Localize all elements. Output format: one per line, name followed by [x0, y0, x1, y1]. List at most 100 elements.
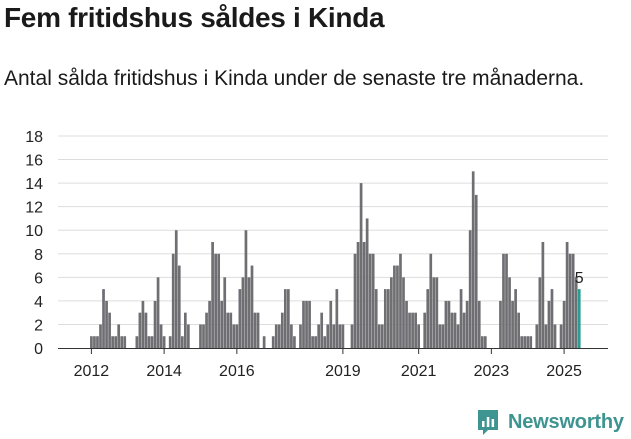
bar	[187, 324, 190, 348]
bar	[162, 336, 166, 348]
bar	[450, 312, 454, 348]
bar	[368, 253, 372, 348]
bar	[199, 324, 202, 348]
bar	[441, 324, 445, 348]
bar	[244, 230, 248, 348]
bar	[96, 336, 99, 348]
bar	[332, 324, 336, 348]
bar	[99, 324, 102, 348]
bar	[508, 277, 511, 348]
y-tick-label: 4	[34, 294, 43, 311]
bar	[559, 324, 563, 348]
bar	[247, 277, 251, 348]
y-tick-label: 10	[25, 223, 43, 240]
bar	[535, 324, 539, 348]
bar	[211, 242, 214, 348]
bar	[108, 312, 111, 348]
bar	[114, 336, 117, 348]
bar	[377, 324, 381, 348]
bar	[520, 336, 524, 348]
bar-highlight	[577, 289, 581, 348]
bar	[323, 336, 327, 348]
bar	[90, 336, 93, 348]
bar	[483, 336, 487, 348]
bar	[362, 242, 366, 348]
bar	[432, 277, 436, 348]
bar	[399, 253, 402, 348]
bar	[117, 324, 121, 348]
bar	[135, 336, 139, 348]
bar	[387, 289, 390, 348]
bar	[571, 253, 575, 348]
bar	[529, 336, 533, 348]
bar	[223, 277, 227, 348]
y-tick-label: 8	[34, 247, 43, 264]
bar	[502, 253, 505, 348]
bar	[538, 277, 542, 348]
bar	[156, 277, 160, 348]
y-tick-label: 0	[34, 341, 43, 358]
bar	[453, 312, 457, 348]
bar	[299, 324, 302, 348]
bar	[523, 336, 527, 348]
bar	[287, 289, 290, 348]
bar	[335, 289, 339, 348]
bar	[468, 230, 472, 348]
bar	[253, 312, 257, 348]
bar	[308, 300, 311, 348]
bar	[514, 289, 517, 348]
bar	[471, 171, 475, 348]
bar	[353, 253, 357, 348]
bar	[408, 312, 411, 348]
bar	[138, 312, 142, 348]
bar	[274, 324, 278, 348]
bar	[568, 253, 572, 348]
bar	[517, 312, 520, 348]
bar	[550, 289, 554, 348]
bar	[411, 312, 414, 348]
bar	[283, 289, 287, 348]
bar	[174, 230, 178, 348]
bar	[311, 336, 314, 348]
x-tick-label: 2012	[74, 363, 110, 380]
bar	[102, 289, 105, 348]
y-tick-label: 12	[25, 200, 43, 217]
bar	[177, 265, 181, 348]
x-tick-label: 2016	[219, 363, 255, 380]
bar	[111, 336, 114, 348]
y-tick-label: 16	[25, 153, 43, 170]
bar	[423, 312, 427, 348]
bar	[241, 277, 245, 348]
bar	[262, 336, 266, 348]
bar	[229, 312, 233, 348]
bar	[271, 336, 275, 348]
bar	[305, 300, 308, 348]
bar	[280, 312, 284, 348]
newsworthy-logo-icon	[478, 410, 498, 435]
newsworthy-brand[interactable]: Newsworthy	[476, 407, 624, 437]
bar	[405, 300, 408, 348]
bar	[417, 324, 420, 348]
bar	[374, 289, 378, 348]
bar	[171, 253, 175, 348]
bar	[93, 336, 96, 348]
bar	[371, 253, 375, 348]
bar	[544, 324, 548, 348]
bar	[214, 253, 217, 348]
y-tick-label: 2	[34, 317, 43, 334]
bar	[511, 300, 514, 348]
brand-name: Newsworthy	[508, 410, 624, 433]
bar	[383, 289, 387, 348]
bar	[474, 194, 478, 348]
bar	[153, 300, 157, 348]
bar	[238, 289, 242, 348]
bar	[350, 324, 354, 348]
bar	[317, 324, 321, 348]
bar	[429, 253, 433, 348]
bar	[141, 300, 145, 348]
bar	[465, 300, 469, 348]
bar	[277, 324, 281, 348]
bar	[462, 312, 466, 348]
bar	[180, 336, 184, 348]
bar	[120, 336, 124, 348]
